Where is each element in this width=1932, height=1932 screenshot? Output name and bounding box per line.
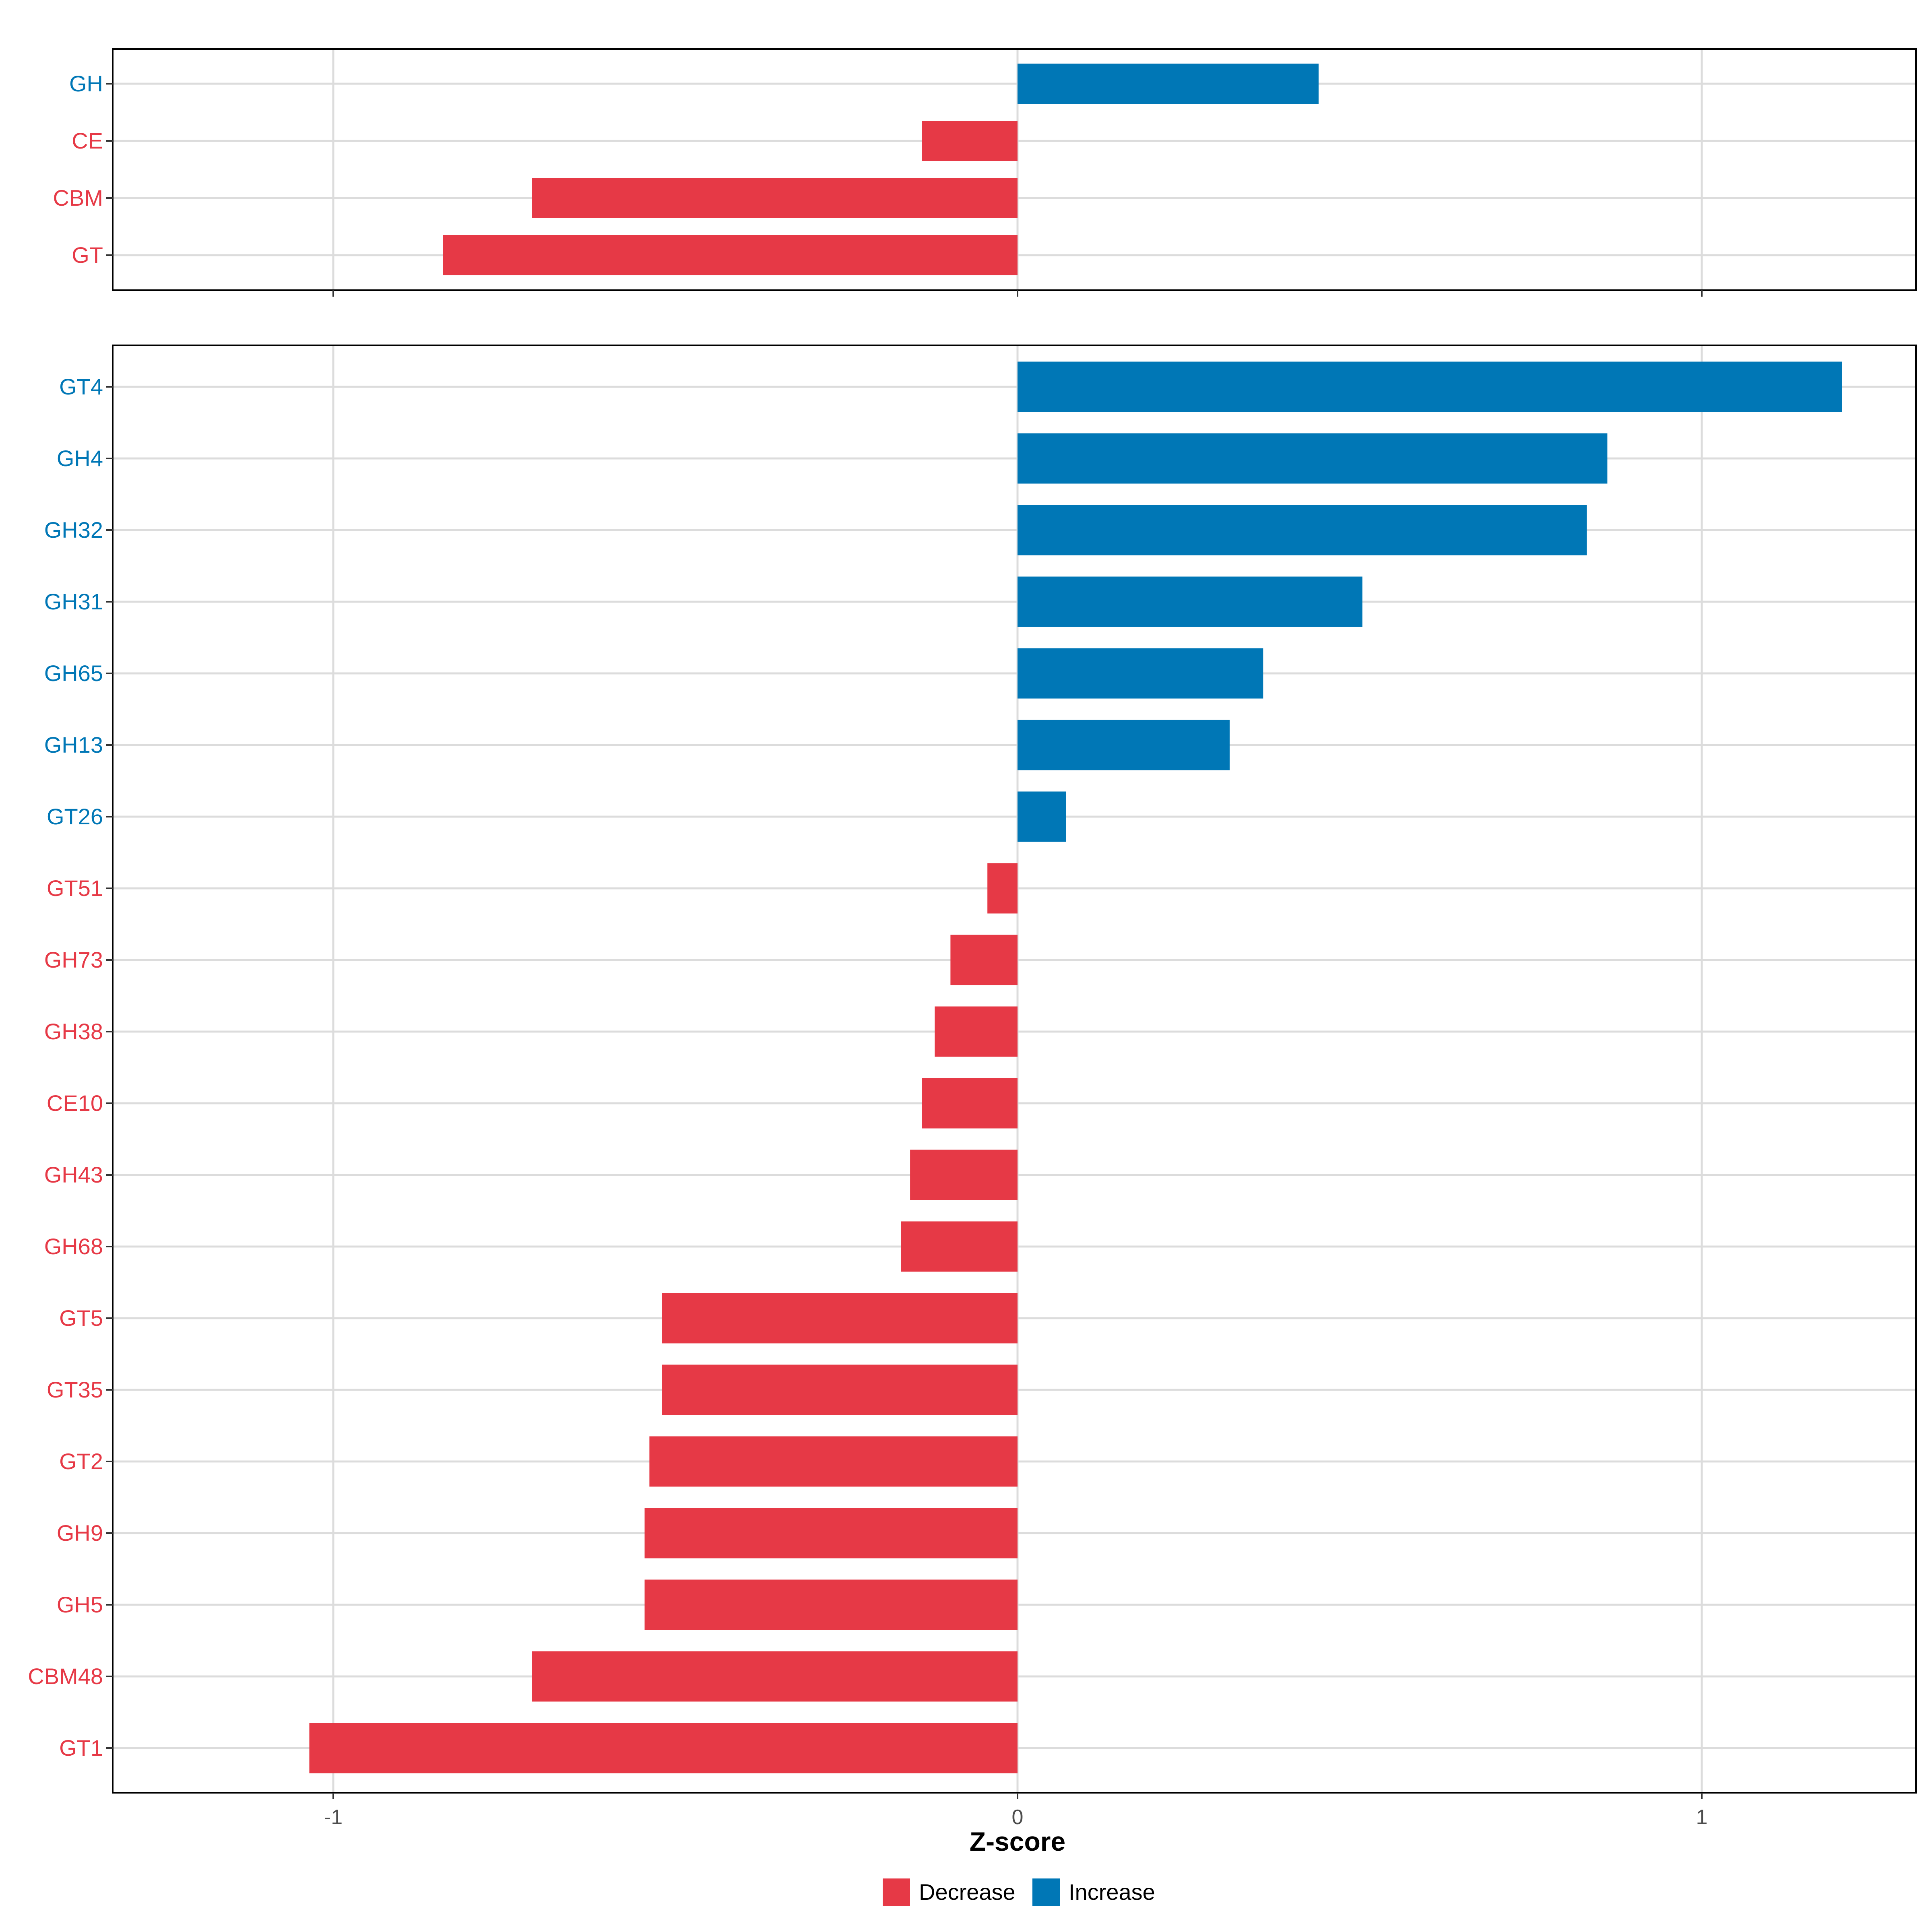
- bar-gt: [443, 235, 1018, 275]
- bar-gt26: [1018, 791, 1066, 842]
- y-tick-label: GT: [72, 242, 103, 268]
- y-tick-label: GT26: [47, 804, 103, 829]
- legend-label-decrease: Decrease: [919, 1879, 1016, 1905]
- bar-gh32: [1018, 505, 1587, 555]
- y-tick-label: GH73: [44, 947, 103, 972]
- y-tick-label: GH43: [44, 1162, 103, 1187]
- y-tick-label: GT5: [59, 1305, 103, 1331]
- bar-ce10: [922, 1078, 1018, 1129]
- bar-gh38: [935, 1006, 1018, 1057]
- y-tick-label: CE: [72, 128, 103, 153]
- y-tick-label: GH9: [57, 1520, 103, 1546]
- bar-cbm48: [532, 1651, 1018, 1702]
- bar-ce: [922, 121, 1018, 161]
- bar-gh31: [1018, 576, 1362, 627]
- bar-gt5: [662, 1293, 1018, 1344]
- y-tick-label: GH38: [44, 1019, 103, 1044]
- bar-gh9: [644, 1508, 1018, 1558]
- y-tick-label: CE10: [47, 1090, 103, 1116]
- y-tick-label: GT2: [59, 1449, 103, 1474]
- bar-gh: [1018, 64, 1319, 104]
- panel-border: [112, 48, 1917, 291]
- y-tick-label: CBM: [53, 185, 103, 211]
- y-tick-label: GT51: [47, 875, 103, 901]
- bar-gt1: [309, 1723, 1018, 1773]
- panel-border: [112, 345, 1917, 1794]
- x-tick-label: -1: [324, 1806, 343, 1829]
- bar-gt4: [1018, 361, 1842, 412]
- y-tick-label: GH68: [44, 1234, 103, 1259]
- legend-swatch-decrease: [883, 1878, 910, 1906]
- legend-label-increase: Increase: [1069, 1879, 1155, 1905]
- y-tick-label: GH4: [57, 446, 103, 471]
- y-tick-label: CBM48: [28, 1664, 103, 1689]
- y-tick-label: GT4: [59, 374, 103, 399]
- y-tick-label: GT35: [47, 1377, 103, 1402]
- bar-gt51: [987, 863, 1018, 914]
- bar-gh65: [1018, 648, 1263, 699]
- bar-gh43: [910, 1150, 1018, 1200]
- bar-gh5: [644, 1579, 1018, 1630]
- bar-gt35: [662, 1364, 1018, 1415]
- legend: Decrease Increase: [883, 1878, 1155, 1906]
- bar-gh68: [901, 1221, 1018, 1272]
- y-tick-label: GH65: [44, 661, 103, 686]
- x-tick-label: 0: [1012, 1806, 1024, 1829]
- bar-cbm: [532, 178, 1018, 218]
- bar-gh73: [950, 935, 1018, 985]
- x-tick-label: 1: [1696, 1806, 1708, 1829]
- legend-swatch-increase: [1032, 1878, 1060, 1906]
- y-tick-label: GH5: [57, 1592, 103, 1617]
- top-panel: GH CE CBM GT: [53, 48, 1917, 297]
- y-tick-label: GH13: [44, 732, 103, 758]
- bottom-panel: GT4 GH4 GH32 GH31 GH65 GH13 GT26 GT51 GH73 GH38 CE…: [28, 345, 1917, 1799]
- bar-gh4: [1018, 433, 1608, 484]
- y-tick-label: GT1: [59, 1735, 103, 1761]
- bar-gh13: [1018, 720, 1230, 770]
- y-tick-label: GH32: [44, 517, 103, 543]
- x-axis-title: Z-score: [970, 1827, 1065, 1856]
- y-tick-label: GH: [69, 71, 103, 96]
- y-tick-label: GH31: [44, 589, 103, 614]
- bar-gt2: [649, 1436, 1018, 1487]
